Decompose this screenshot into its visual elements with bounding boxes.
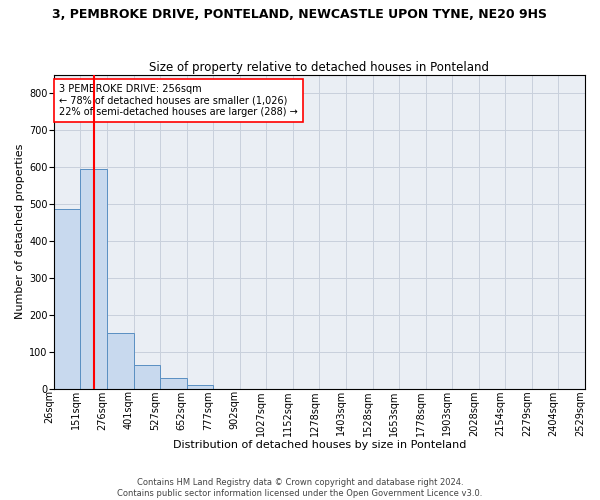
Y-axis label: Number of detached properties: Number of detached properties <box>15 144 25 320</box>
Text: 3 PEMBROKE DRIVE: 256sqm
← 78% of detached houses are smaller (1,026)
22% of sem: 3 PEMBROKE DRIVE: 256sqm ← 78% of detach… <box>59 84 298 117</box>
Bar <box>160 378 187 389</box>
Bar <box>187 385 213 389</box>
Title: Size of property relative to detached houses in Ponteland: Size of property relative to detached ho… <box>149 60 490 74</box>
Bar <box>134 365 160 389</box>
Text: Contains HM Land Registry data © Crown copyright and database right 2024.
Contai: Contains HM Land Registry data © Crown c… <box>118 478 482 498</box>
Bar <box>54 209 80 389</box>
Bar <box>107 334 134 389</box>
Bar <box>80 170 107 389</box>
X-axis label: Distribution of detached houses by size in Ponteland: Distribution of detached houses by size … <box>173 440 466 450</box>
Text: 3, PEMBROKE DRIVE, PONTELAND, NEWCASTLE UPON TYNE, NE20 9HS: 3, PEMBROKE DRIVE, PONTELAND, NEWCASTLE … <box>53 8 548 20</box>
